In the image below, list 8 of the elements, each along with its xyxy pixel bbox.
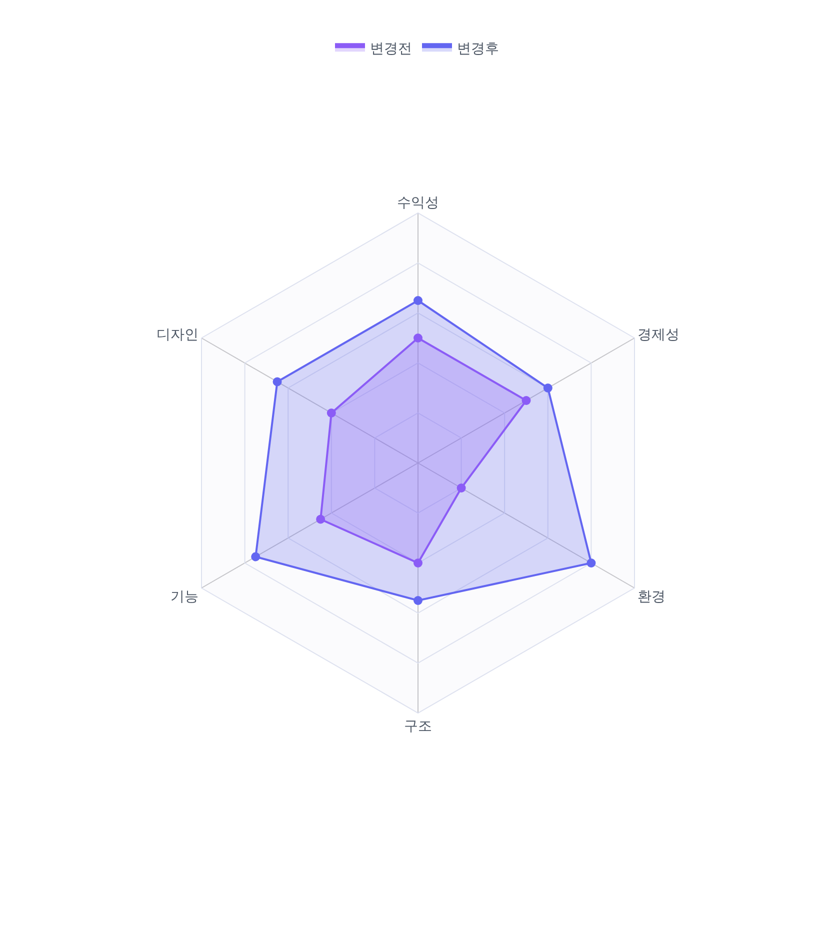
spoke-label: 기능 — [170, 588, 199, 605]
legend-label: 변경전 — [370, 41, 412, 58]
legend-label: 변경후 — [457, 41, 499, 58]
spoke-label: 구조 — [404, 718, 432, 734]
spoke-label: 수익성 — [397, 194, 439, 211]
spoke-label: 경제성 — [637, 327, 680, 344]
spoke-label: 환경 — [637, 588, 666, 605]
spoke-label: 디자인 — [156, 327, 199, 344]
